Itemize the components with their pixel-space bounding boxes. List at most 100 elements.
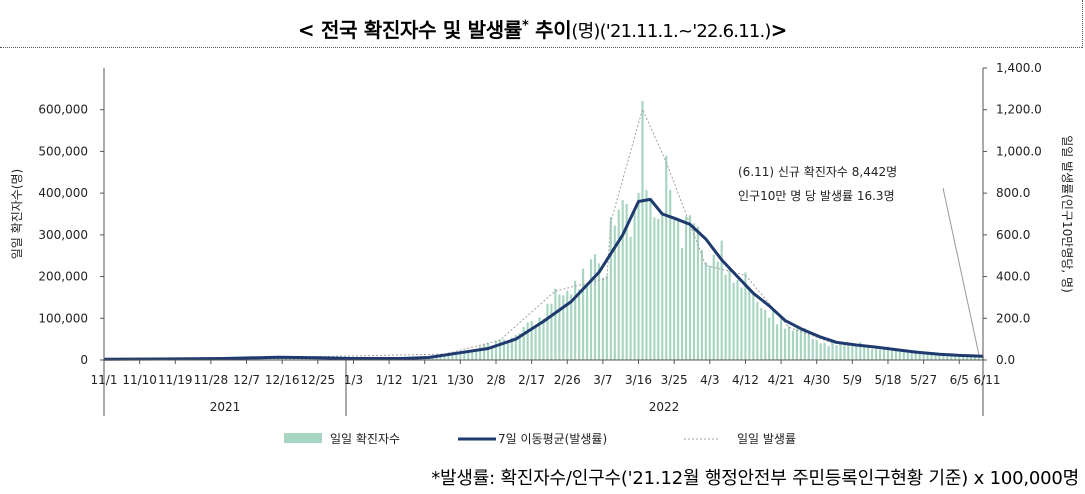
title-separator-right	[1082, 0, 1083, 48]
bar	[890, 348, 894, 360]
bar	[300, 358, 304, 360]
bar	[677, 217, 680, 360]
y-tick-label: 100,000	[38, 311, 88, 325]
bar	[696, 226, 700, 360]
y-tick-label: 600,000	[38, 103, 88, 117]
x-tick-label: 1/21	[411, 373, 438, 387]
bar	[506, 340, 509, 360]
bar	[601, 277, 604, 360]
bar	[633, 208, 636, 360]
bar	[930, 353, 933, 360]
bar	[502, 339, 505, 360]
x-tick-label: 11/1	[91, 373, 118, 387]
legend: 일일 확진자수 7일 이동평균(발생률) 일일 발생률	[284, 432, 796, 446]
x-tick-label: 2/26	[554, 373, 581, 387]
bar	[898, 351, 901, 360]
x-tick-label: 11/10	[122, 373, 157, 387]
bar	[518, 333, 521, 360]
bar	[827, 346, 830, 360]
bar	[787, 326, 791, 360]
bar	[700, 249, 703, 360]
bar	[562, 295, 565, 360]
bar	[542, 318, 545, 360]
bar	[902, 351, 905, 360]
bar	[958, 356, 961, 360]
bar	[661, 212, 664, 360]
bar	[657, 218, 660, 360]
bar	[728, 268, 731, 360]
year-label: 2021	[210, 400, 241, 414]
bar	[768, 317, 771, 360]
y-tick-label: 300,000	[38, 228, 88, 242]
bar	[716, 261, 719, 360]
bar	[459, 352, 462, 360]
bar	[966, 356, 969, 360]
bar	[736, 279, 739, 360]
bar	[494, 340, 498, 360]
bar	[609, 217, 612, 360]
bar	[578, 289, 581, 360]
bar	[756, 301, 759, 360]
bar	[831, 342, 834, 360]
x-tick-label: 12/25	[301, 373, 336, 387]
bar	[843, 343, 846, 360]
bar	[688, 215, 692, 360]
bar	[514, 335, 517, 360]
x-tick-label: 2/17	[518, 373, 545, 387]
x-tick-label: 4/21	[768, 373, 795, 387]
bar	[692, 223, 696, 360]
title-trend: 추이	[535, 18, 572, 42]
bar	[752, 294, 755, 360]
title-close: >	[770, 18, 788, 42]
title-period: ('21.11.1.~'22.6.11.)	[599, 21, 772, 42]
axes	[100, 67, 987, 416]
x-tick-label: 3/16	[625, 373, 652, 387]
y-tick-label: 0	[80, 353, 88, 367]
bar	[835, 345, 838, 360]
bar	[645, 190, 648, 360]
y2-axis-title: 일일 발생률(인구10만명당, 명)	[1060, 135, 1074, 293]
title-main: < 전국 확진자수 및 발생률	[297, 18, 522, 42]
bar	[783, 328, 787, 360]
bar	[498, 339, 502, 360]
bar	[878, 349, 882, 360]
bar	[720, 240, 723, 360]
bar	[277, 357, 280, 360]
bar	[292, 358, 296, 360]
bar	[522, 326, 525, 360]
bar	[621, 200, 624, 360]
bar	[819, 343, 822, 360]
y-axis-title: 일일 확진자수(명)	[10, 169, 24, 259]
bar	[973, 356, 977, 360]
bar	[708, 265, 711, 360]
bar	[285, 358, 288, 360]
bar	[637, 193, 640, 360]
bar	[486, 343, 490, 360]
y2-tick-label: 400.0	[996, 270, 1030, 284]
bar	[471, 350, 474, 360]
bar	[859, 342, 862, 360]
legend-label-bars: 일일 확진자수	[330, 432, 400, 446]
bar	[779, 318, 783, 360]
bar	[665, 155, 668, 360]
x-tick-label: 4/3	[700, 373, 719, 387]
bar	[308, 358, 311, 360]
bar	[886, 346, 890, 360]
x-tick-label: 6/5	[950, 373, 969, 387]
bar	[934, 354, 937, 360]
bar	[803, 328, 806, 360]
footnote: *발생률: 확진자수/인구수('21.12월 행정안전부 주민등록인구현황 기준…	[431, 468, 1079, 489]
bar	[906, 352, 909, 360]
bar	[455, 353, 458, 360]
x-tick-label: 2/8	[486, 373, 505, 387]
bar	[534, 327, 537, 360]
bar	[443, 353, 446, 360]
x-tick-label: 12/7	[233, 373, 260, 387]
bar	[926, 352, 929, 360]
x-tick-label: 11/19	[158, 373, 193, 387]
bar	[483, 344, 486, 360]
bar	[748, 288, 751, 360]
bar	[597, 263, 601, 360]
